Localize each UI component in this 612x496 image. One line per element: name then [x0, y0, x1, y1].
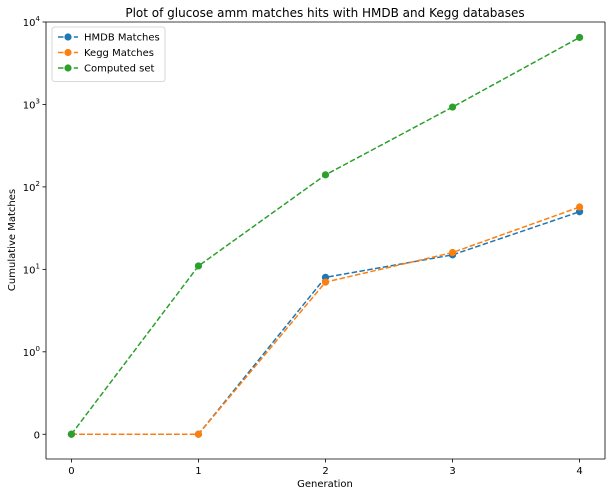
- chart-title: Plot of glucose amm matches hits with HM…: [125, 6, 524, 20]
- series-line: [71, 206, 580, 436]
- y-tick-label: 104: [23, 15, 41, 29]
- data-point: [194, 262, 203, 270]
- x-tick-label: 4: [576, 466, 582, 477]
- legend: HMDB Matches Kegg Matches Computed set: [51, 26, 166, 82]
- x-tick-label: 3: [449, 466, 455, 477]
- x-axis-label: Generation: [297, 479, 353, 490]
- series-2: [67, 33, 584, 438]
- series-0: [67, 208, 584, 438]
- plot-area: [67, 33, 584, 438]
- x-axis: 0 1 2 3 4: [68, 459, 583, 477]
- data-point: [448, 103, 457, 111]
- x-tick-label: 0: [68, 466, 74, 477]
- series-line: [71, 211, 580, 436]
- legend-item: Computed set: [58, 64, 154, 75]
- y-tick-label: 100: [23, 345, 40, 359]
- data-point: [67, 430, 76, 438]
- x-tick-label: 1: [195, 466, 201, 477]
- y-tick-label: 101: [23, 262, 40, 276]
- y-tick-label: 102: [23, 180, 40, 194]
- data-point: [321, 171, 330, 179]
- data-point: [448, 248, 457, 257]
- series-1: [67, 203, 584, 438]
- legend-item: HMDB Matches: [58, 33, 160, 44]
- y-tick-label: 103: [23, 97, 40, 111]
- data-point: [575, 203, 584, 211]
- legend-marker: [64, 64, 72, 72]
- y-tick-label: 0: [34, 430, 40, 441]
- data-point: [321, 278, 330, 286]
- series-line: [70, 36, 580, 435]
- legend-marker: [64, 48, 72, 57]
- x-tick-label: 2: [322, 466, 328, 477]
- legend-label: Kegg Matches: [84, 48, 154, 59]
- data-point: [194, 430, 203, 438]
- legend-label: Computed set: [84, 64, 154, 75]
- y-axis: 0 100 101 102 103 104: [23, 15, 46, 441]
- y-axis-label: Cumulative Matches: [7, 189, 18, 291]
- legend-item: Kegg Matches: [58, 48, 154, 59]
- legend-label: HMDB Matches: [84, 33, 160, 44]
- legend-frame: [51, 26, 166, 82]
- data-point: [575, 33, 584, 42]
- legend-marker: [64, 33, 72, 41]
